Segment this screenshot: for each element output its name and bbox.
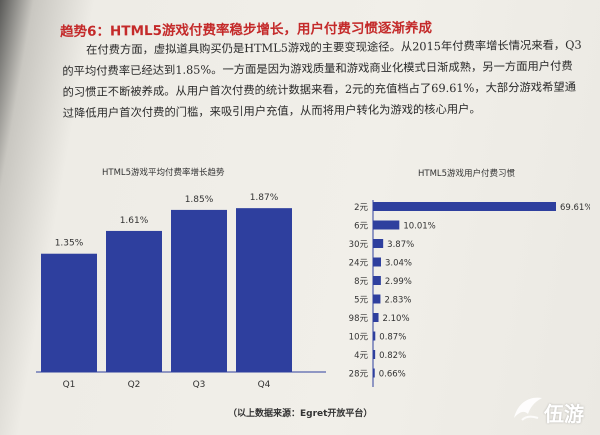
- watermark-bird-icon: [514, 397, 542, 421]
- left-chart-category-label: Q4: [258, 380, 271, 390]
- right-chart-value-label: 0.66%: [379, 370, 406, 380]
- right-chart-value-label: 2.10%: [383, 314, 410, 324]
- left-chart-category-label: Q1: [63, 380, 76, 390]
- right-chart-bar: [373, 294, 381, 304]
- right-chart-bar: [373, 202, 556, 211]
- left-chart-bar: [41, 253, 97, 372]
- right-chart-bar: [373, 331, 376, 341]
- right-chart-value-label: 3.87%: [387, 240, 414, 250]
- right-chart-bar: [373, 276, 381, 285]
- right-chart-value-label: 3.04%: [385, 259, 412, 269]
- right-chart-bar: [373, 257, 381, 267]
- right-chart-bar: [373, 368, 375, 378]
- right-chart-category-label: 8元: [354, 277, 368, 287]
- left-chart-bar: [106, 230, 162, 372]
- right-chart-category-label: 6元: [354, 222, 368, 232]
- right-chart-title: HTML5游戏用户付费习惯: [418, 169, 516, 179]
- right-chart-category-label: 98元: [349, 314, 369, 324]
- watermark-text: 伍游: [544, 402, 584, 426]
- right-chart-value-label: 2.99%: [385, 277, 412, 287]
- right-chart-value-label: 2.83%: [384, 296, 411, 306]
- data-source-note: （以上数据来源：Egret开放平台）: [228, 409, 373, 419]
- right-chart-category-label: 5元: [354, 296, 368, 306]
- left-chart-bar: [236, 208, 292, 372]
- site-watermark: 伍游: [508, 392, 596, 430]
- left-chart-category-label: Q2: [128, 380, 141, 390]
- right-chart-category-label: 24元: [349, 259, 369, 269]
- right-chart-bar: [373, 350, 376, 359]
- right-chart-category-label: 10元: [349, 333, 369, 343]
- right-chart-category-label: 4元: [354, 351, 368, 361]
- right-chart-value-label: 0.87%: [379, 333, 406, 343]
- left-chart-title: HTML5游戏平均付费率增长趋势: [102, 168, 225, 178]
- left-chart-value-label: 1.87%: [250, 193, 279, 203]
- right-chart-value-label: 69.61%: [560, 203, 590, 213]
- right-chart-category-label: 2元: [354, 203, 368, 213]
- right-chart-value-label: 10.01%: [403, 222, 435, 232]
- left-chart-bar: [171, 209, 227, 372]
- left-chart-value-label: 1.85%: [185, 195, 214, 205]
- left-chart-category-label: Q3: [193, 380, 206, 390]
- left-chart-value-label: 1.35%: [55, 239, 84, 249]
- right-bar-chart: 2元 69.61% 6元 10.01% 30元 3.87% 24元 3.04% 8元 2.99% 5…: [349, 200, 590, 387]
- right-chart-category-label: 30元: [349, 240, 369, 250]
- right-chart-bar: [373, 313, 379, 322]
- left-chart-value-label: 1.61%: [120, 216, 149, 226]
- right-chart-bar: [373, 239, 384, 248]
- right-chart-bar: [373, 220, 400, 230]
- body-paragraph: 在付费方面，虚拟道具购买仍是HTML5游戏的主要变现途径。从2015年付费率增长…: [62, 38, 582, 120]
- left-bar-chart: 1.35% Q1 1.61% Q2 1.85% Q3 1.87% Q4: [36, 193, 326, 390]
- right-chart-value-label: 0.82%: [379, 351, 406, 361]
- right-chart-category-label: 28元: [349, 370, 369, 380]
